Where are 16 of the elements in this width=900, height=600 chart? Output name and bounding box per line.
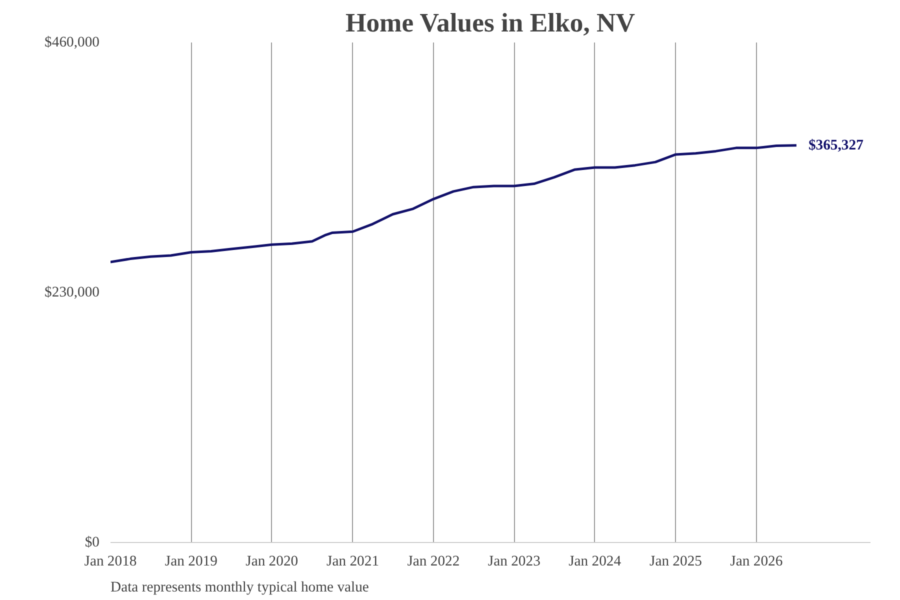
- x-tick-label: Jan 2021: [326, 554, 380, 570]
- line-series: [110, 144, 798, 264]
- y-tick-label: $460,000: [44, 34, 100, 50]
- chart-title: Home Values in Elko, NV: [345, 8, 636, 38]
- y-tick-label: $230,000: [44, 284, 100, 300]
- x-tick-label: Jan 2025: [649, 554, 702, 570]
- annotation: $365,327: [808, 137, 864, 154]
- x-tick-label: Jan 2022: [407, 554, 460, 570]
- x-tick-label: Jan 2023: [488, 554, 540, 570]
- x-tick-label: Jan 2018: [84, 554, 137, 570]
- x-tick-label: Jan 2019: [164, 554, 218, 570]
- x-tick-label: Jan 2020: [246, 554, 298, 570]
- x-tick-label: Jan 2024: [568, 554, 622, 570]
- y-tick-label: $0: [84, 534, 100, 550]
- x-tick-label: Jan 2026: [730, 554, 783, 570]
- text: Data represents monthly typical home value: [110, 580, 369, 596]
